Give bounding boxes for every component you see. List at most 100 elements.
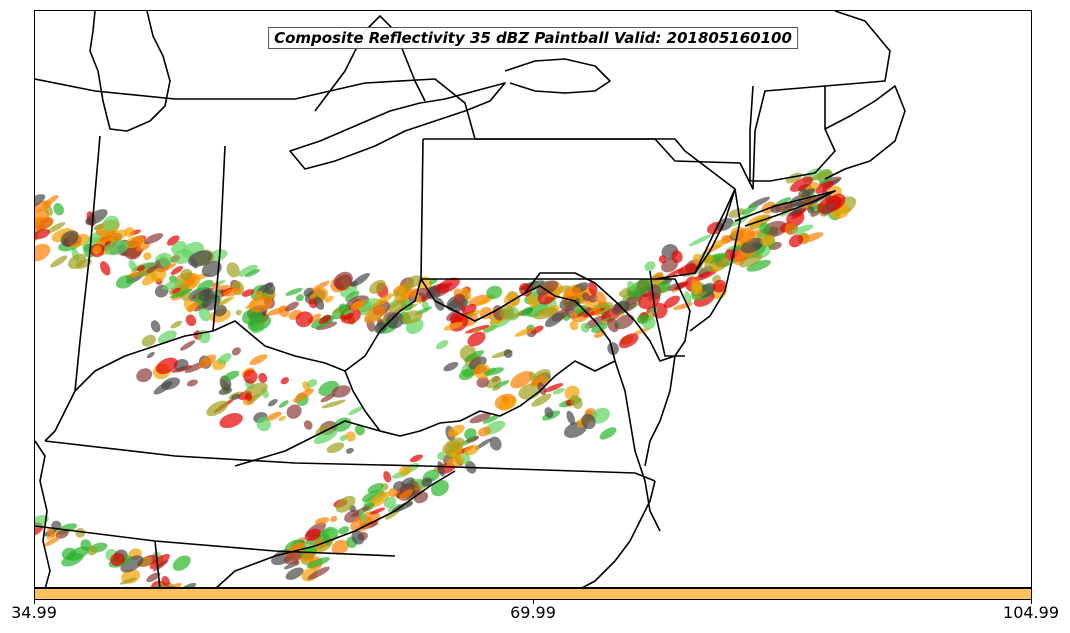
reflectivity-blob: [364, 306, 386, 324]
reflectivity-blob: [521, 307, 534, 317]
reflectivity-blob: [115, 274, 134, 289]
reflectivity-blob: [628, 279, 651, 298]
reflectivity-blob: [280, 377, 289, 385]
new-england-coast: [824, 85, 906, 180]
reflectivity-blob: [581, 413, 596, 430]
reflectivity-blob: [472, 327, 480, 333]
reflectivity-blob: [249, 354, 268, 366]
reflectivity-blob: [325, 295, 334, 303]
reflectivity-blob: [577, 307, 593, 317]
reflectivity-blob: [637, 314, 649, 324]
reflectivity-blob: [218, 296, 235, 306]
reflectivity-blob: [759, 222, 771, 234]
reflectivity-blob: [292, 388, 314, 403]
reflectivity-blob: [35, 216, 43, 225]
reflectivity-blob: [313, 429, 338, 445]
reflectivity-blob: [627, 281, 636, 292]
reflectivity-blob: [231, 347, 241, 356]
reflectivity-blob: [162, 279, 184, 291]
reflectivity-blob: [351, 530, 365, 545]
reflectivity-blob: [566, 410, 576, 425]
reflectivity-blob: [499, 305, 515, 320]
reflectivity-blob: [303, 287, 315, 297]
reflectivity-blob: [789, 176, 814, 192]
reflectivity-blob: [35, 221, 42, 230]
reflectivity-blob: [217, 353, 232, 365]
reflectivity-blob: [430, 479, 449, 497]
reflectivity-blob: [283, 561, 300, 570]
reflectivity-blob: [338, 526, 350, 535]
lake-huron-shoreline: [314, 15, 426, 112]
reflectivity-blob: [278, 400, 289, 408]
reflectivity-blob: [326, 442, 345, 454]
reflectivity-blob: [171, 287, 181, 294]
reflectivity-blob: [492, 385, 502, 391]
reflectivity-blob: [544, 407, 554, 418]
reflectivity-blob: [143, 233, 164, 245]
reflectivity-blob: [159, 255, 171, 269]
reflectivity-blob: [477, 426, 491, 437]
maryland-border: [524, 272, 691, 362]
reflectivity-blob: [678, 263, 699, 276]
reflectivity-blob: [306, 557, 330, 569]
reflectivity-blob: [800, 188, 816, 198]
reflectivity-blob: [315, 517, 330, 525]
reflectivity-blob: [235, 309, 242, 316]
reflectivity-blob: [469, 413, 491, 424]
reflectivity-blob: [46, 222, 66, 234]
reflectivity-blob: [256, 416, 271, 432]
reflectivity-blob: [55, 529, 69, 539]
reflectivity-blob: [92, 245, 102, 255]
reflectivity-blob: [244, 392, 253, 402]
colorbar-tick-label-left: 34.99: [11, 603, 57, 622]
lake-erie-shoreline: [289, 82, 506, 170]
reflectivity-blob: [53, 202, 64, 216]
lake-ontario-shoreline: [504, 58, 611, 94]
reflectivity-blob: [342, 312, 354, 321]
reflectivity-blob: [44, 536, 61, 547]
reflectivity-blob: [75, 527, 86, 538]
reflectivity-blob: [278, 415, 286, 422]
reflectivity-blob: [170, 265, 184, 275]
reflectivity-blob: [607, 342, 619, 356]
reflectivity-blob: [110, 552, 126, 567]
reflectivity-blob: [368, 491, 390, 508]
long-island: [734, 190, 836, 227]
reflectivity-blob: [788, 234, 804, 248]
reflectivity-blob: [223, 370, 240, 381]
reflectivity-blob: [429, 278, 438, 285]
reflectivity-blob: [383, 471, 392, 483]
reflectivity-blob: [399, 489, 413, 500]
reflectivity-blob: [519, 283, 532, 297]
reflectivity-blob: [701, 254, 714, 264]
reflectivity-blob: [760, 234, 775, 246]
reflectivity-blob: [367, 482, 384, 494]
reflectivity-blob: [483, 324, 499, 334]
west-virginia-border: [344, 278, 616, 437]
reflectivity-blob: [307, 566, 330, 580]
state-borders-layer: [35, 11, 906, 587]
reflectivity-blob: [453, 293, 465, 304]
reflectivity-blob: [102, 215, 120, 232]
new-york-new-england-border: [749, 85, 836, 182]
reflectivity-blob: [684, 291, 692, 304]
reflectivity-blob: [45, 195, 59, 205]
reflectivity-blob: [214, 305, 227, 317]
reflectivity-blob: [100, 261, 111, 276]
reflectivity-blob: [312, 280, 330, 292]
reflectivity-blob: [315, 424, 331, 435]
mississippi-river: [35, 440, 51, 587]
reflectivity-blob: [674, 281, 689, 290]
reflectivity-blob: [331, 539, 349, 555]
reflectivity-blob: [254, 290, 263, 298]
new-jersey-border: [689, 188, 741, 332]
reflectivity-blob: [187, 302, 200, 312]
reflectivity-blob: [388, 299, 407, 313]
reflectivity-blob: [527, 295, 539, 308]
reflectivity-blob: [501, 395, 510, 404]
reflectivity-blob: [304, 528, 321, 541]
reflectivity-blob: [588, 281, 598, 296]
tennessee-kentucky-border: [44, 390, 76, 442]
reflectivity-blob: [86, 209, 108, 225]
reflectivity-blob: [712, 264, 720, 272]
